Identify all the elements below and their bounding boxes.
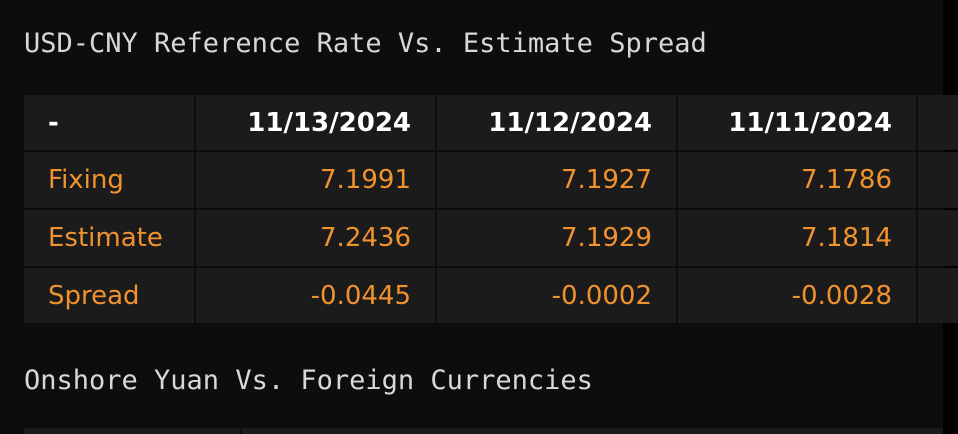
table-cell — [918, 152, 958, 208]
row-label: Fixing — [24, 152, 194, 208]
table-cell: 7.1991 — [196, 152, 435, 208]
column-header: 11/11/2024 — [678, 95, 916, 150]
table-cell: -0.0445 — [196, 268, 435, 323]
table-cell: 7.1927 — [437, 152, 676, 208]
column-header: - — [24, 95, 194, 150]
table-cell: -0.0028 — [678, 268, 916, 323]
column-header: 11/12/2024 — [437, 95, 676, 150]
table-cell — [242, 428, 943, 434]
table-cell: -0.0002 — [437, 268, 676, 323]
table-cell: 7.1786 — [678, 152, 916, 208]
table-title: USD-CNY Reference Rate Vs. Estimate Spre… — [24, 28, 707, 59]
table-cell — [918, 210, 958, 266]
table-title: Onshore Yuan Vs. Foreign Currencies — [24, 365, 593, 396]
column-header: 11/13/2024 — [196, 95, 435, 150]
table-cell: 7.1814 — [678, 210, 916, 266]
table-cell: 7.1929 — [437, 210, 676, 266]
table-cell — [24, 428, 240, 434]
table-cell — [918, 268, 958, 323]
table-cell — [918, 95, 958, 150]
row-label: Estimate — [24, 210, 194, 266]
table-cell: 7.2436 — [196, 210, 435, 266]
row-label: Spread — [24, 268, 194, 323]
